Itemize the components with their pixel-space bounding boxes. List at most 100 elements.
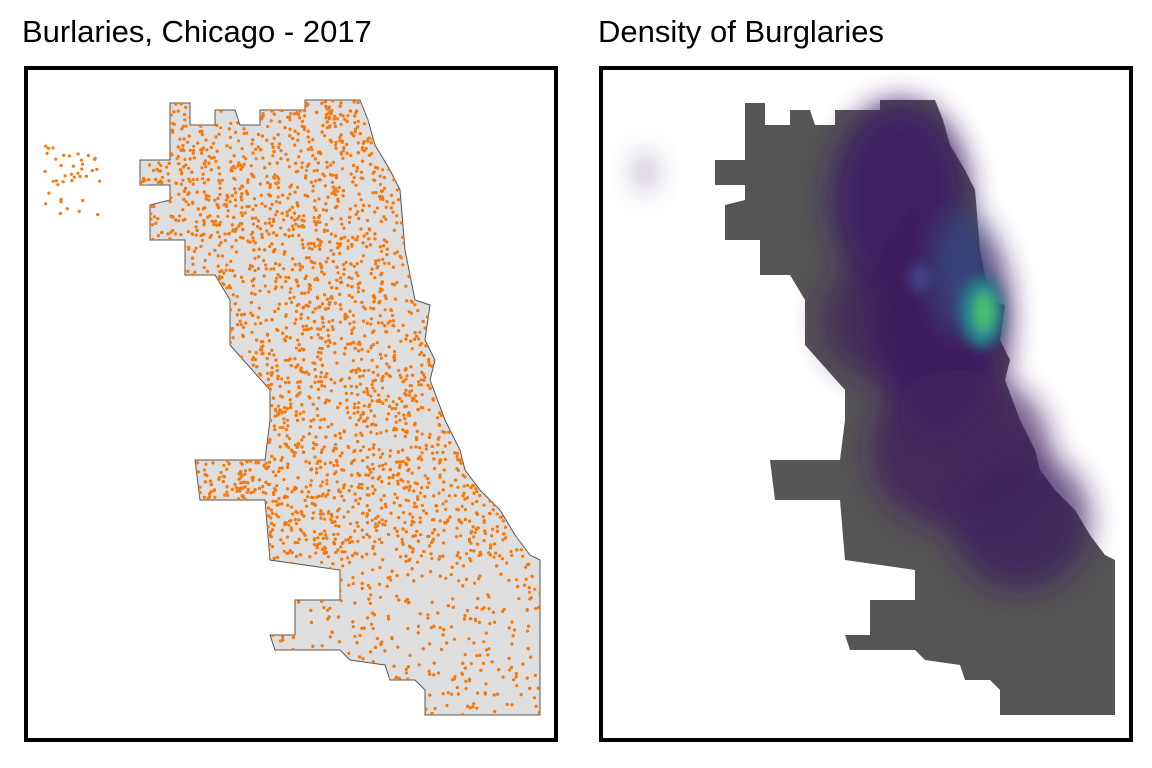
- burglary-point: [329, 232, 334, 236]
- burglary-point: [220, 412, 224, 416]
- burglary-point: [434, 251, 438, 255]
- burglary-point: [496, 420, 500, 424]
- burglary-point: [477, 279, 482, 283]
- burglary-point: [246, 399, 250, 403]
- burglary-point: [140, 513, 144, 517]
- burglary-point: [184, 100, 188, 103]
- burglary-point: [366, 669, 371, 673]
- burglary-point: [403, 171, 407, 176]
- burglary-point: [336, 271, 340, 275]
- burglary-point: [254, 404, 258, 409]
- burglary-point: [230, 543, 234, 547]
- burglary-point: [394, 170, 398, 174]
- burglary-point: [300, 161, 304, 165]
- burglary-point: [386, 126, 391, 130]
- burglary-point: [529, 355, 533, 359]
- burglary-point: [422, 199, 426, 203]
- burglary-point: [482, 640, 486, 644]
- burglary-point: [424, 298, 428, 302]
- burglary-point: [469, 331, 473, 335]
- burglary-point: [509, 330, 513, 334]
- burglary-point: [438, 317, 442, 321]
- burglary-point: [530, 408, 534, 412]
- burglary-point: [501, 333, 505, 338]
- burglary-point: [476, 385, 481, 389]
- burglary-point: [521, 211, 525, 215]
- burglary-point: [338, 682, 343, 686]
- burglary-point: [248, 621, 252, 625]
- burglary-point: [470, 396, 474, 400]
- burglary-point: [200, 166, 204, 170]
- burglary-point: [335, 117, 339, 121]
- burglary-point: [462, 404, 466, 408]
- burglary-point: [422, 199, 426, 203]
- burglary-point: [423, 116, 427, 120]
- burglary-point: [226, 214, 230, 218]
- burglary-point: [432, 281, 436, 285]
- burglary-point: [539, 300, 540, 304]
- burglary-point: [182, 137, 186, 141]
- burglary-point: [410, 155, 414, 159]
- burglary-point: [141, 545, 145, 549]
- burglary-point: [190, 288, 194, 292]
- burglary-point: [406, 499, 411, 503]
- burglary-point: [151, 341, 155, 345]
- burglary-point: [539, 522, 540, 526]
- burglary-point: [156, 265, 160, 269]
- burglary-point: [252, 376, 257, 380]
- burglary-point: [463, 292, 467, 296]
- burglary-point: [347, 293, 351, 297]
- burglary-point: [385, 711, 389, 715]
- burglary-point: [228, 604, 232, 609]
- burglary-point: [488, 136, 492, 140]
- burglary-point: [443, 144, 447, 148]
- burglary-point: [140, 311, 142, 315]
- burglary-point: [175, 298, 179, 303]
- burglary-point: [348, 309, 352, 313]
- burglary-point: [178, 614, 182, 618]
- burglary-point: [192, 144, 196, 148]
- burglary-point: [361, 254, 365, 258]
- burglary-point: [157, 132, 161, 136]
- burglary-point: [338, 589, 342, 593]
- burglary-point: [533, 520, 537, 524]
- burglary-point: [512, 250, 516, 254]
- burglary-point: [502, 313, 506, 317]
- burglary-point: [490, 394, 494, 399]
- burglary-point: [329, 517, 333, 522]
- burglary-point: [393, 160, 397, 164]
- burglary-point: [500, 302, 504, 306]
- burglary-point: [202, 706, 206, 710]
- burglary-point: [169, 263, 174, 267]
- burglary-point: [384, 519, 388, 523]
- burglary-point: [521, 150, 525, 154]
- burglary-point: [468, 256, 472, 260]
- burglary-point: [257, 516, 261, 520]
- burglary-point: [506, 398, 510, 402]
- burglary-point: [212, 310, 216, 314]
- burglary-point: [360, 482, 364, 486]
- burglary-point: [269, 104, 273, 108]
- burglary-point: [399, 689, 403, 693]
- burglary-point: [543, 418, 546, 421]
- burglary-point: [244, 534, 248, 538]
- burglary-point: [289, 287, 293, 291]
- burglary-point: [525, 269, 529, 274]
- burglary-point: [251, 478, 255, 482]
- burglary-point: [409, 215, 413, 219]
- burglary-point: [169, 470, 173, 474]
- burglary-point: [412, 505, 416, 509]
- burglary-point: [479, 115, 483, 119]
- burglary-point: [197, 521, 201, 525]
- burglary-point: [254, 203, 258, 208]
- burglary-point: [189, 539, 193, 543]
- burglary-point: [492, 358, 496, 362]
- burglary-point: [496, 251, 500, 255]
- burglary-point: [264, 103, 268, 107]
- burglary-point: [151, 341, 155, 345]
- burglary-point: [172, 527, 176, 531]
- burglary-point: [353, 529, 357, 533]
- burglary-point: [197, 571, 201, 576]
- burglary-point: [141, 368, 145, 372]
- burglary-point: [200, 421, 204, 425]
